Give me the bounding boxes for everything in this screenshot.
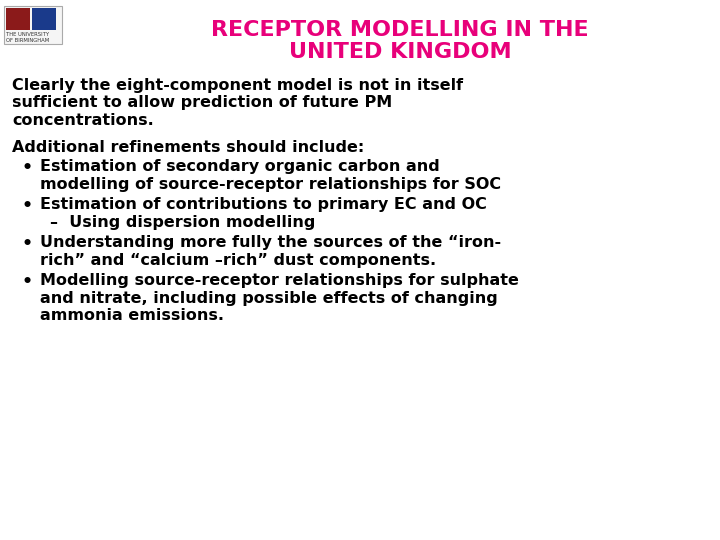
Text: –  Using dispersion modelling: – Using dispersion modelling: [50, 214, 315, 230]
Text: concentrations.: concentrations.: [12, 113, 154, 128]
Text: Estimation of secondary organic carbon and: Estimation of secondary organic carbon a…: [40, 159, 440, 174]
Text: Modelling source-receptor relationships for sulphate: Modelling source-receptor relationships …: [40, 273, 519, 288]
Text: Clearly the eight-component model is not in itself: Clearly the eight-component model is not…: [12, 78, 463, 93]
Text: Additional refinements should include:: Additional refinements should include:: [12, 140, 364, 156]
FancyBboxPatch shape: [32, 8, 56, 30]
Text: THE UNIVERSITY
OF BIRMINGHAM: THE UNIVERSITY OF BIRMINGHAM: [6, 32, 49, 43]
Text: Estimation of contributions to primary EC and OC: Estimation of contributions to primary E…: [40, 197, 487, 212]
Text: •: •: [22, 235, 33, 253]
Text: Understanding more fully the sources of the “iron-: Understanding more fully the sources of …: [40, 235, 501, 250]
Text: and nitrate, including possible effects of changing: and nitrate, including possible effects …: [40, 291, 498, 306]
Text: •: •: [22, 159, 33, 177]
FancyBboxPatch shape: [4, 6, 62, 44]
Text: UNITED KINGDOM: UNITED KINGDOM: [289, 42, 511, 62]
Text: rich” and “calcium –rich” dust components.: rich” and “calcium –rich” dust component…: [40, 253, 436, 267]
Text: •: •: [22, 273, 33, 291]
FancyBboxPatch shape: [6, 8, 30, 30]
Text: ammonia emissions.: ammonia emissions.: [40, 308, 224, 323]
Text: modelling of source-receptor relationships for SOC: modelling of source-receptor relationshi…: [40, 177, 501, 192]
Text: sufficient to allow prediction of future PM: sufficient to allow prediction of future…: [12, 96, 392, 111]
Text: RECEPTOR MODELLING IN THE: RECEPTOR MODELLING IN THE: [211, 20, 589, 40]
Text: •: •: [22, 197, 33, 215]
